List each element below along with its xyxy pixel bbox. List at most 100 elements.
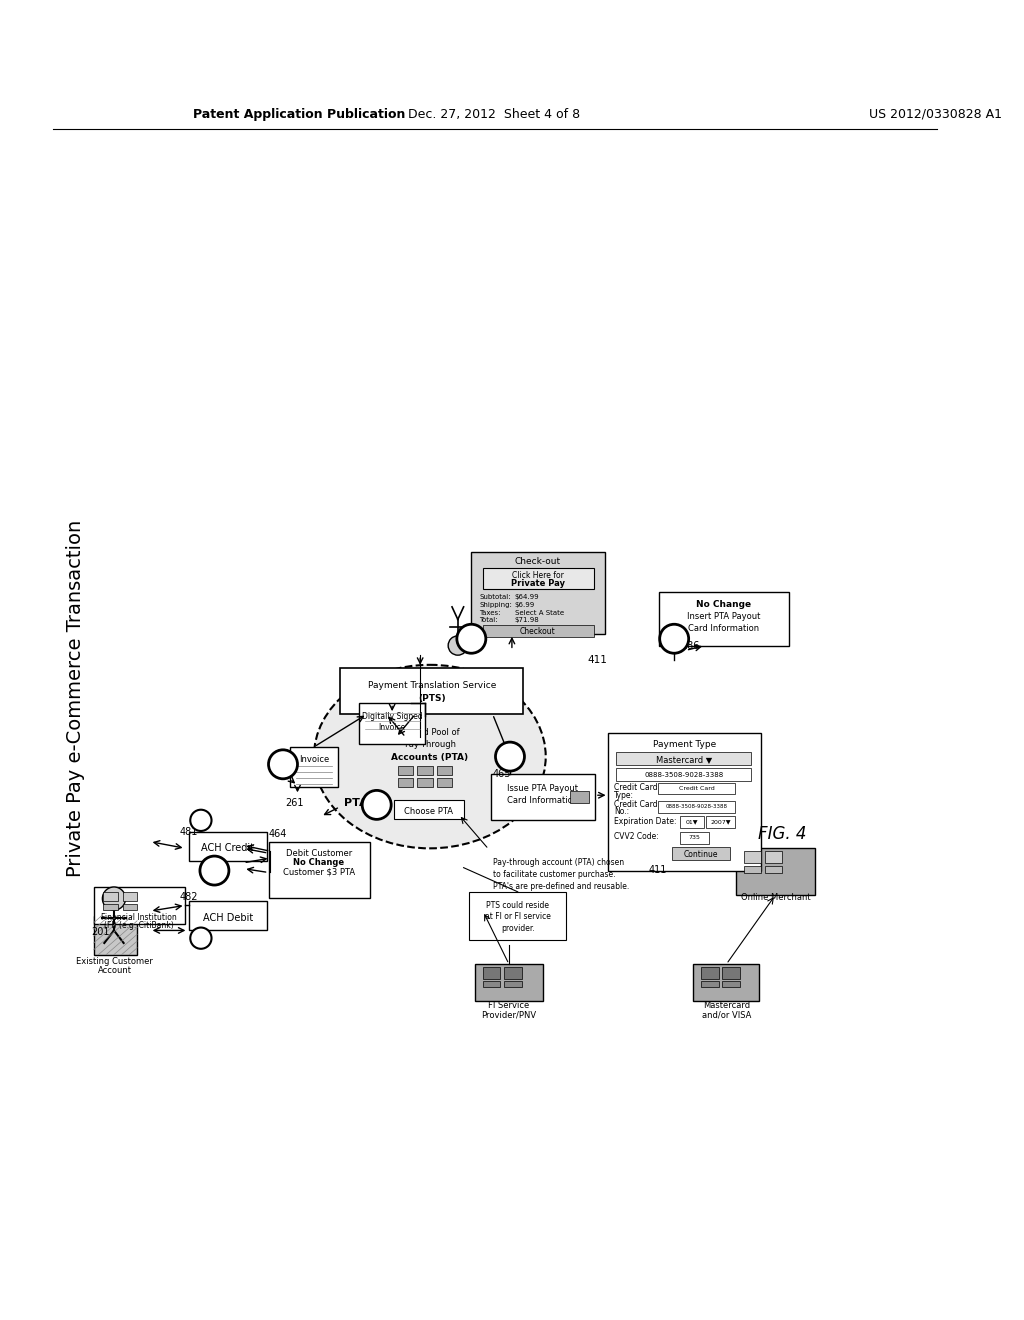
Bar	[359, 704, 425, 744]
Text: ACH Debit: ACH Debit	[203, 913, 253, 923]
Bar	[340, 668, 523, 714]
Bar	[93, 887, 185, 924]
Bar	[417, 766, 433, 775]
Text: Payment Type: Payment Type	[653, 741, 717, 750]
Bar	[701, 981, 719, 987]
Text: PTA's are pre-defined and reusable.: PTA's are pre-defined and reusable.	[493, 882, 629, 891]
Text: 1: 1	[467, 632, 476, 645]
Text: 261: 261	[286, 799, 304, 808]
Bar	[743, 866, 761, 874]
Bar	[469, 892, 566, 940]
Text: 465: 465	[493, 770, 511, 779]
Text: Credit Card: Credit Card	[614, 783, 657, 792]
Text: Payment Translation Service: Payment Translation Service	[368, 681, 496, 689]
Text: 5: 5	[506, 750, 514, 763]
Text: (PTS): (PTS)	[418, 694, 445, 704]
Text: Accounts (PTA): Accounts (PTA)	[391, 752, 468, 762]
Bar	[268, 842, 370, 898]
Bar	[657, 783, 735, 795]
Text: Mastercard: Mastercard	[702, 1002, 750, 1010]
Bar	[723, 968, 740, 978]
Text: Taxes:: Taxes:	[479, 610, 501, 615]
Text: FIG. 4: FIG. 4	[758, 825, 807, 843]
Text: Pay-Through: Pay-Through	[403, 741, 456, 750]
Bar	[290, 747, 338, 788]
Text: Customer $3 PTA: Customer $3 PTA	[283, 869, 354, 876]
Text: 01▼: 01▼	[685, 820, 697, 825]
Bar	[189, 902, 266, 931]
Text: Provider/PNV: Provider/PNV	[481, 1011, 537, 1020]
Text: Expiration Date:: Expiration Date:	[614, 817, 677, 826]
Circle shape	[659, 624, 689, 653]
Text: Type:: Type:	[614, 791, 634, 800]
Circle shape	[268, 750, 298, 779]
Bar	[504, 968, 521, 978]
Text: Continue: Continue	[684, 850, 719, 858]
Circle shape	[496, 742, 524, 771]
Text: 411: 411	[648, 865, 667, 875]
Text: 482: 482	[179, 891, 198, 902]
Text: Private Pay: Private Pay	[511, 579, 565, 589]
Text: Financial Institution: Financial Institution	[101, 913, 177, 923]
Text: 4: 4	[210, 865, 219, 876]
Circle shape	[190, 809, 212, 832]
Bar	[680, 817, 705, 828]
Text: 2007▼: 2007▼	[711, 820, 731, 825]
Circle shape	[457, 624, 485, 653]
Bar	[189, 832, 266, 861]
Text: Dec. 27, 2012  Sheet 4 of 8: Dec. 27, 2012 Sheet 4 of 8	[409, 108, 581, 121]
Text: (FI) (e.g. CitiBank): (FI) (e.g. CitiBank)	[104, 921, 174, 931]
Bar	[504, 981, 521, 987]
Text: Insert PTA Payout: Insert PTA Payout	[687, 612, 760, 620]
Text: Shared Pool of: Shared Pool of	[399, 727, 460, 737]
Ellipse shape	[314, 665, 546, 849]
Bar	[657, 801, 735, 813]
Bar	[436, 777, 452, 787]
Text: Invoice: Invoice	[379, 723, 406, 733]
Text: Credit Card: Credit Card	[614, 800, 657, 809]
Text: Existing Customer: Existing Customer	[77, 957, 154, 966]
Text: PTA: PTA	[344, 799, 368, 808]
Circle shape	[190, 928, 212, 949]
Bar	[103, 904, 118, 911]
Text: FI Service: FI Service	[488, 1002, 529, 1010]
Bar	[616, 752, 752, 766]
Bar	[483, 981, 501, 987]
Bar	[394, 800, 464, 820]
Bar	[398, 777, 414, 787]
Text: at FI or FI service: at FI or FI service	[484, 912, 551, 921]
Text: Pay-through account (PTA) chosen: Pay-through account (PTA) chosen	[493, 858, 624, 867]
Text: $64.99: $64.99	[515, 594, 540, 601]
Text: No Change: No Change	[696, 601, 751, 610]
Bar	[706, 817, 735, 828]
Text: 2: 2	[279, 758, 288, 771]
Bar	[765, 851, 782, 863]
Text: Card Information: Card Information	[507, 796, 579, 805]
Circle shape	[102, 887, 126, 911]
Circle shape	[362, 791, 391, 820]
Text: Shipping:: Shipping:	[479, 602, 512, 609]
Text: Total:: Total:	[479, 618, 498, 623]
Text: provider.: provider.	[501, 924, 535, 933]
Text: Invoice: Invoice	[299, 755, 329, 764]
Bar	[123, 892, 137, 902]
Text: $71.98: $71.98	[515, 618, 540, 623]
Text: 481: 481	[179, 826, 198, 837]
Text: Check-out: Check-out	[515, 557, 561, 566]
Text: PTS could reside: PTS could reside	[486, 900, 549, 909]
Bar	[701, 968, 719, 978]
Text: ACH Credit: ACH Credit	[202, 843, 254, 853]
Text: to facilitate customer purchase.: to facilitate customer purchase.	[493, 870, 615, 879]
Text: 464: 464	[268, 829, 287, 838]
Bar	[490, 774, 595, 820]
Bar	[693, 964, 759, 1001]
Text: Digitally Signed: Digitally Signed	[361, 711, 423, 721]
Text: 0888-3508-9028-3388: 0888-3508-9028-3388	[644, 772, 723, 777]
Bar	[103, 892, 118, 902]
Bar	[93, 916, 137, 954]
Bar	[475, 964, 543, 1001]
Bar	[471, 552, 604, 634]
Text: 201: 201	[91, 928, 110, 937]
Text: 0888-3508-9028-3388: 0888-3508-9028-3388	[666, 804, 727, 809]
Text: Subtotal:: Subtotal:	[479, 594, 511, 601]
